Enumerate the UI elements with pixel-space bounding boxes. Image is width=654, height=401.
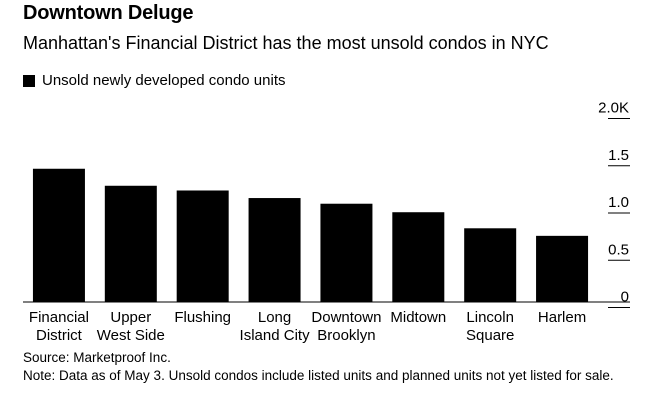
bar	[536, 235, 589, 302]
y-tick-label: 0.5	[608, 241, 629, 258]
y-tick-label: 1.0	[608, 194, 629, 211]
x-tick-label: Lincoln Square	[466, 309, 514, 344]
x-tick-label-line: Lincoln	[466, 309, 514, 326]
y-tick-label: 1.5	[608, 147, 629, 164]
bar	[320, 203, 373, 302]
bar	[32, 168, 85, 302]
x-tick-label-line: Island City	[240, 327, 311, 344]
x-tick-label-line: Square	[466, 327, 514, 344]
x-tick-label: Upper West Side	[97, 309, 165, 344]
y-tick-label: 2.0K	[598, 100, 629, 117]
chart-subtitle: Manhattan's Financial District has the m…	[23, 33, 549, 53]
x-tick-label-line: Midtown	[390, 309, 446, 326]
x-tick-label: Financial District	[29, 309, 89, 344]
x-tick-label-line: Brooklyn	[317, 327, 375, 344]
bar	[176, 190, 229, 302]
x-tick-label-line: Upper	[110, 309, 151, 326]
x-tick-label-line: Long	[258, 309, 291, 326]
bar	[104, 185, 157, 302]
x-tick-label: Downtown Brooklyn	[311, 309, 381, 344]
x-tick-label: Midtown	[390, 309, 446, 326]
x-tick-label-line: West Side	[97, 327, 165, 344]
x-tick-label-line: Downtown	[311, 309, 381, 326]
x-tick-label-line: Flushing	[174, 309, 231, 326]
bar	[248, 198, 301, 302]
x-tick-label: Flushing	[174, 309, 231, 326]
legend-swatch	[23, 74, 35, 87]
bar	[464, 228, 517, 302]
legend-label: Unsold newly developed condo units	[42, 72, 286, 89]
source-note: Source: Marketproof Inc.	[23, 350, 171, 365]
x-tick-label-line: Harlem	[538, 309, 586, 326]
data-note: Note: Data as of May 3. Unsold condos in…	[23, 368, 614, 383]
x-tick-label-line: District	[36, 327, 83, 344]
x-tick-label: Long Island City	[240, 309, 311, 344]
chart-title: Downtown Deluge	[23, 2, 194, 24]
x-tick-label: Harlem	[538, 309, 586, 326]
y-tick-label: 0	[621, 289, 629, 306]
x-tick-label-line: Financial	[29, 309, 89, 326]
legend: Unsold newly developed condo units	[23, 72, 286, 89]
bar	[392, 212, 445, 302]
